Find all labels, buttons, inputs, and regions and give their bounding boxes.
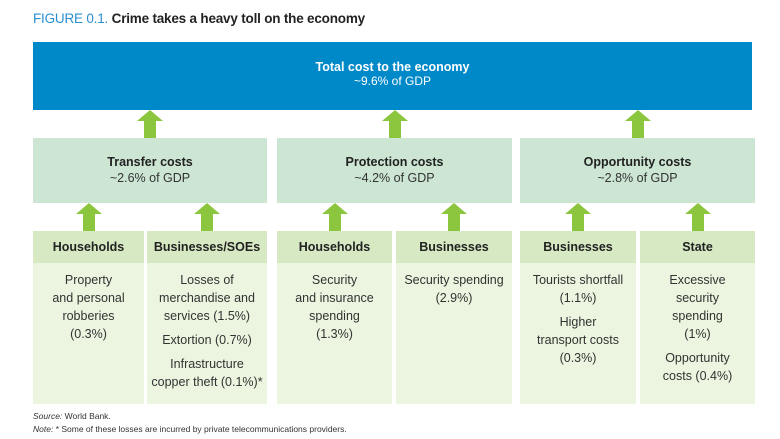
total-cost-box: Total cost to the economy ~9.6% of GDP (33, 42, 752, 110)
note-label: Note: (33, 424, 54, 434)
cost-item: Security spending (2.9%) (404, 273, 504, 305)
arrow-head (321, 203, 348, 214)
group-header: State (640, 231, 755, 263)
group-body: Excessive security spending (1%) Opportun… (640, 263, 755, 404)
total-cost-title: Total cost to the economy (315, 60, 470, 74)
arrow-up-icon (624, 110, 651, 138)
group-body: Security and insurance spending (1.3%) (277, 263, 392, 404)
arrow-head (381, 110, 408, 121)
arrow-up-icon (441, 203, 467, 231)
arrow-shaft (631, 121, 644, 138)
source-label: Source: (33, 411, 63, 421)
arrow-head (441, 203, 467, 214)
arrow-shaft (448, 214, 460, 231)
group-column: Businesses Security spending (2.9%) (396, 231, 512, 404)
category-title: Opportunity costs (583, 155, 692, 169)
group-column: State Excessive security spending (1%) Opp… (640, 231, 755, 404)
category-value: ~2.6% of GDP (109, 171, 191, 185)
group-column: Businesses Tourists shortfall (1.1%) Highe… (520, 231, 636, 404)
cost-item: Losses of merchandise and services (1.5%… (159, 273, 255, 323)
group-body: Tourists shortfall (1.1%) Higher transpor… (520, 263, 636, 404)
group-body: Losses of merchandise and services (1.5%… (147, 263, 267, 404)
group-column: Businesses/SOEs Losses of merchandise and… (147, 231, 267, 404)
arrow-head (137, 110, 163, 121)
arrow-up-icon (137, 110, 163, 138)
arrow-up-icon (565, 203, 591, 231)
group-header: Businesses/SOEs (147, 231, 267, 263)
cost-item: Security and insurance spending (1.3%) (295, 273, 374, 341)
total-cost-value: ~9.6% of GDP (353, 74, 432, 88)
cost-item: Property and personal robberies (0.3%) (52, 273, 125, 341)
cost-item: Higher transport costs (0.3%) (537, 315, 619, 365)
arrow-head (75, 203, 102, 214)
arrow-shaft (82, 214, 95, 231)
group-header: Households (277, 231, 392, 263)
arrow-up-icon (321, 203, 348, 231)
group-header: Businesses (520, 231, 636, 263)
arrow-head (624, 110, 651, 121)
cost-item: Opportunity costs (0.4%) (662, 351, 733, 383)
group-header: Businesses (396, 231, 512, 263)
figure-label: FIGURE 0.1. (33, 11, 109, 26)
cost-item: Tourists shortfall (1.1%) (532, 273, 624, 305)
cost-item: Infrastructure copper theft (0.1%)* (151, 357, 263, 389)
cost-item: Excessive security spending (1%) (669, 273, 726, 341)
group-header: Households (33, 231, 144, 263)
category-title: Transfer costs (107, 155, 193, 169)
arrow-up-icon (194, 203, 220, 231)
group-column: Households Security and insurance spendin… (277, 231, 392, 404)
source-text: World Bank. (62, 411, 111, 421)
cost-item: Extortion (0.7%) (162, 333, 252, 347)
footnote: Note: * Some of these losses are incurre… (33, 424, 347, 434)
category-title: Protection costs (345, 155, 444, 169)
group-body: Security spending (2.9%) (396, 263, 512, 404)
arrow-shaft (201, 214, 213, 231)
arrow-head (194, 203, 220, 214)
category-box: Opportunity costs ~2.8% of GDP (520, 138, 755, 203)
arrow-head (684, 203, 711, 214)
note-text: * Some of these losses are incurred by p… (53, 424, 347, 434)
arrow-up-icon (684, 203, 711, 231)
category-box: Protection costs ~4.2% of GDP (277, 138, 512, 203)
arrow-shaft (691, 214, 704, 231)
arrow-shaft (572, 214, 584, 231)
arrow-shaft (144, 121, 156, 138)
arrow-head (565, 203, 591, 214)
group-column: Households Property and personal robberie… (33, 231, 144, 404)
arrow-up-icon (75, 203, 102, 231)
category-value: ~2.8% of GDP (597, 171, 678, 185)
source-note: Source: World Bank. (33, 411, 111, 421)
category-box: Transfer costs ~2.6% of GDP (33, 138, 267, 203)
arrow-shaft (388, 121, 401, 138)
arrow-up-icon (381, 110, 408, 138)
group-body: Property and personal robberies (0.3%) (33, 263, 144, 404)
figure-title-text: Crime takes a heavy toll on the economy (111, 11, 365, 26)
category-value: ~4.2% of GDP (354, 171, 435, 185)
figure-title: FIGURE 0.1. Crime takes a heavy toll on … (33, 11, 365, 26)
arrow-shaft (328, 214, 341, 231)
